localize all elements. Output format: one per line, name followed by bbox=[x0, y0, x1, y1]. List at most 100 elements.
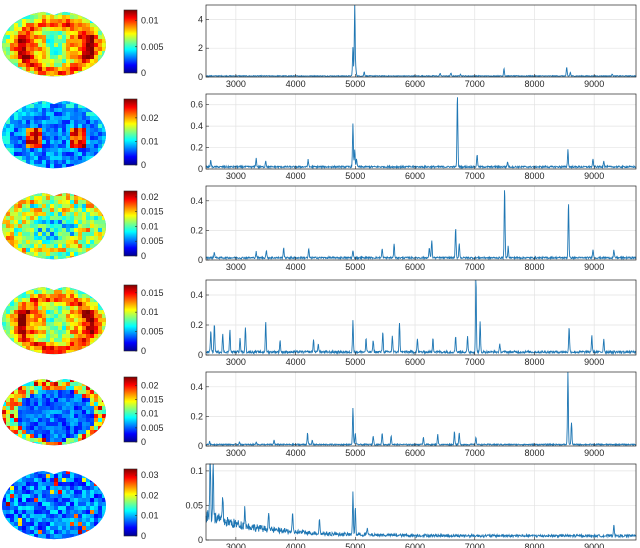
brain-heatmap-6 bbox=[2, 471, 106, 540]
y-tick-label: 0 bbox=[198, 255, 203, 265]
colorbar-tick-label: 0.01 bbox=[141, 136, 159, 146]
spectrum-line bbox=[205, 371, 637, 447]
colorbar-tick-label: 0.005 bbox=[141, 236, 164, 246]
x-tick-label: 5000 bbox=[345, 542, 365, 548]
y-tick-label: 0.4 bbox=[190, 382, 203, 392]
x-tick-label: 6000 bbox=[405, 171, 425, 181]
colorbar-tick-label: 0.01 bbox=[141, 409, 159, 419]
colorbar-tick-label: 0 bbox=[141, 160, 146, 170]
colorbar-tick-label: 0 bbox=[141, 437, 146, 447]
x-tick-label: 9000 bbox=[584, 171, 604, 181]
x-tick-label: 9000 bbox=[584, 357, 604, 367]
y-tick-label: 0.1 bbox=[190, 466, 203, 476]
colorbar-3: 0 0.005 0.01 0.015 0.02 bbox=[123, 190, 164, 261]
x-tick-label: 3000 bbox=[226, 79, 246, 89]
x-tick-label: 6000 bbox=[405, 262, 425, 272]
brain-heatmap-3 bbox=[2, 193, 106, 260]
colorbar-tick-label: 0.02 bbox=[141, 490, 159, 500]
colorbar-tick-label: 0.015 bbox=[141, 207, 164, 217]
colorbar-tick-label: 0.02 bbox=[141, 192, 159, 202]
y-tick-label: 0.2 bbox=[190, 143, 203, 153]
colorbar-tick-label: 0.01 bbox=[141, 511, 159, 521]
row-6: 0 0.01 0.02 0.03 3000 4000 5000 6000 7000 8000 900… bbox=[2, 463, 637, 548]
colorbar-tick-label: 0.01 bbox=[141, 16, 159, 26]
x-tick-label: 3000 bbox=[226, 542, 246, 548]
y-tick-label: 0.4 bbox=[190, 196, 203, 206]
spectrum-line bbox=[205, 190, 637, 261]
spectrum-plot-5: 3000 4000 5000 6000 7000 8000 9000 0 0.2 0.4 bbox=[190, 371, 637, 458]
x-tick-label: 8000 bbox=[524, 262, 544, 272]
x-tick-label: 6000 bbox=[405, 448, 425, 458]
row-2: 0 0.01 0.02 3000 4000 5000 6000 7000 8000 9000 0 0.… bbox=[2, 93, 637, 181]
x-tick-label: 4000 bbox=[286, 357, 306, 367]
y-tick-label: 0.4 bbox=[190, 121, 203, 131]
row-4: 0 0.005 0.01 0.015 3000 4000 5000 6000 7000 8000 9… bbox=[2, 279, 637, 367]
colorbar-4: 0 0.005 0.01 0.015 bbox=[123, 284, 164, 356]
brain-heatmap-4 bbox=[2, 287, 106, 355]
x-tick-label: 4000 bbox=[286, 79, 306, 89]
y-tick-label: 0.05 bbox=[185, 500, 203, 510]
colorbar-tick-label: 0.005 bbox=[141, 423, 164, 433]
colorbar-tick-label: 0.02 bbox=[141, 380, 159, 390]
colorbar-5: 0 0.005 0.01 0.015 0.02 bbox=[123, 376, 164, 447]
y-tick-label: 0.4 bbox=[190, 290, 203, 300]
y-tick-label: 4 bbox=[198, 14, 203, 24]
x-tick-label: 9000 bbox=[584, 542, 604, 548]
y-tick-label: 0 bbox=[198, 535, 203, 545]
spectrum-plot-6: 3000 4000 5000 6000 7000 8000 9000 0 0.05 0.1 bbox=[185, 463, 637, 548]
x-tick-label: 4000 bbox=[286, 542, 306, 548]
spectrum-line bbox=[205, 97, 637, 170]
colorbar-tick-label: 0.03 bbox=[141, 470, 159, 480]
colorbar-tick-label: 0.005 bbox=[141, 327, 164, 337]
spectrum-line bbox=[205, 5, 637, 78]
colorbar-tick-label: 0 bbox=[141, 68, 146, 78]
x-tick-label: 3000 bbox=[226, 262, 246, 272]
colorbar-2: 0 0.01 0.02 bbox=[123, 98, 159, 170]
x-tick-label: 7000 bbox=[465, 79, 485, 89]
spectrum-line bbox=[205, 463, 637, 539]
x-tick-label: 9000 bbox=[584, 79, 604, 89]
x-tick-label: 7000 bbox=[465, 357, 485, 367]
row-1: 0 0.005 0.01 3000 4000 5000 6000 7000 8000 9000 0 2… bbox=[2, 4, 637, 89]
spectrum-plot-1: 3000 4000 5000 6000 7000 8000 9000 0 2 4 bbox=[198, 4, 637, 89]
x-tick-label: 8000 bbox=[524, 171, 544, 181]
brain-heatmap-5 bbox=[2, 379, 106, 446]
x-tick-label: 8000 bbox=[524, 79, 544, 89]
x-tick-label: 8000 bbox=[524, 357, 544, 367]
spectrum-plot-4: 3000 4000 5000 6000 7000 8000 9000 0 0.2 0.4 bbox=[190, 279, 637, 367]
colorbar-1: 0 0.005 0.01 bbox=[123, 9, 164, 78]
x-tick-label: 3000 bbox=[226, 171, 246, 181]
y-tick-label: 0 bbox=[198, 164, 203, 174]
y-tick-label: 0 bbox=[198, 441, 203, 451]
spectrum-line bbox=[205, 279, 637, 355]
x-tick-label: 7000 bbox=[465, 262, 485, 272]
x-tick-label: 7000 bbox=[465, 448, 485, 458]
x-tick-label: 5000 bbox=[345, 357, 365, 367]
x-tick-label: 5000 bbox=[345, 79, 365, 89]
y-tick-label: 0 bbox=[198, 350, 203, 360]
y-tick-label: 0.6 bbox=[190, 100, 203, 110]
y-tick-label: 0.2 bbox=[190, 225, 203, 235]
x-tick-label: 9000 bbox=[584, 262, 604, 272]
x-tick-label: 6000 bbox=[405, 542, 425, 548]
spectrum-plot-2: 3000 4000 5000 6000 7000 8000 9000 0 0.2 0.4 0.6 bbox=[190, 93, 637, 181]
colorbar-tick-label: 0.01 bbox=[141, 307, 159, 317]
colorbar-tick-label: 0.015 bbox=[141, 395, 164, 405]
y-tick-label: 0.2 bbox=[190, 320, 203, 330]
brain-heatmap-2 bbox=[2, 101, 106, 169]
colorbar-tick-label: 0.005 bbox=[141, 42, 164, 52]
brain-heatmap-1 bbox=[2, 11, 106, 77]
x-tick-label: 9000 bbox=[584, 448, 604, 458]
colorbar-tick-label: 0.015 bbox=[141, 288, 164, 298]
x-tick-label: 5000 bbox=[345, 262, 365, 272]
x-tick-label: 7000 bbox=[465, 542, 485, 548]
colorbar-tick-label: 0.02 bbox=[141, 113, 159, 123]
x-tick-label: 8000 bbox=[524, 448, 544, 458]
x-tick-label: 3000 bbox=[226, 357, 246, 367]
y-tick-label: 0 bbox=[198, 72, 203, 82]
spectrum-plot-3: 3000 4000 5000 6000 7000 8000 9000 0 0.2 0.4 bbox=[190, 185, 637, 272]
x-tick-label: 6000 bbox=[405, 357, 425, 367]
x-tick-label: 6000 bbox=[405, 79, 425, 89]
row-5: 0 0.005 0.01 0.015 0.02 3000 4000 5000 6000 7000 8… bbox=[2, 371, 637, 458]
